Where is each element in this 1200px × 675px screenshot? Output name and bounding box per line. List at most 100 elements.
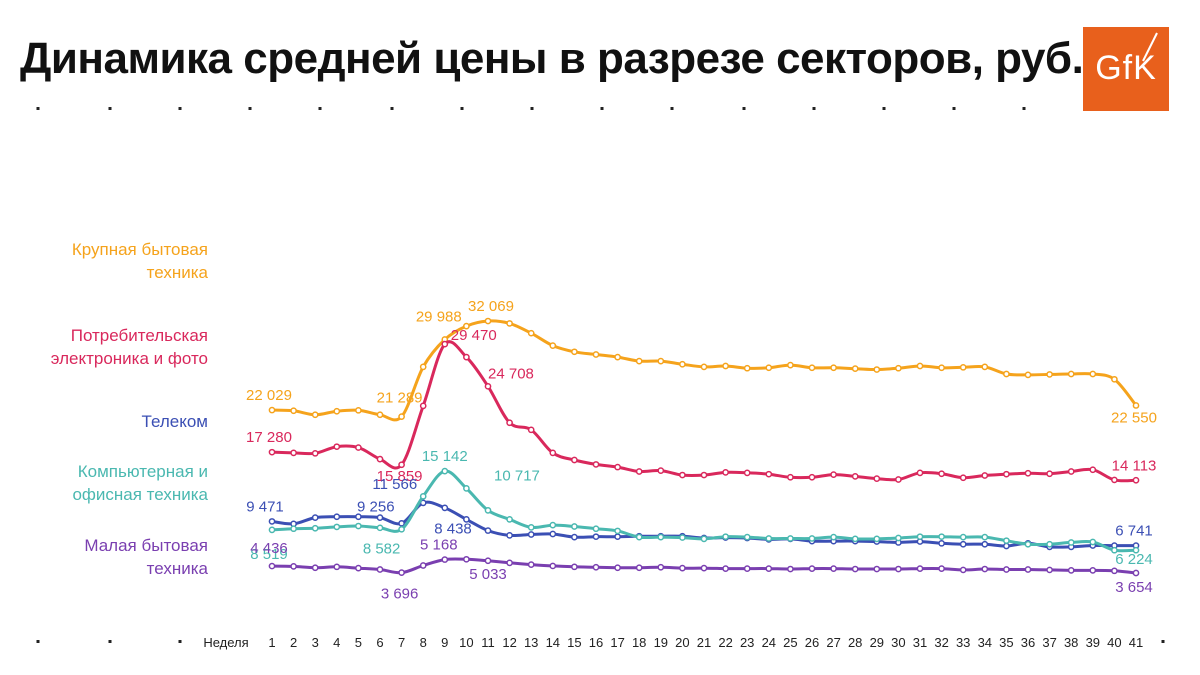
data-point [268, 406, 276, 414]
data-point [959, 474, 967, 482]
data-point [592, 351, 600, 358]
data-point [851, 535, 859, 543]
data-point [549, 521, 557, 529]
divider-dot [952, 107, 956, 110]
x-tick-label: 11 [481, 635, 495, 650]
x-tick-label: 6 [376, 635, 383, 650]
data-point [614, 527, 621, 535]
legend-label-line: Потребительская [70, 326, 208, 345]
data-point [830, 533, 837, 541]
data-point [549, 562, 557, 570]
legend-label-line: Крупная бытовая [71, 240, 208, 259]
data-point [527, 561, 535, 568]
data-point [484, 507, 492, 514]
data-point [549, 449, 557, 457]
data-point [1111, 546, 1118, 554]
data-point [311, 514, 319, 521]
data-point [398, 413, 405, 420]
data-point [700, 471, 708, 479]
x-tick-label: 3 [312, 635, 319, 650]
data-point [290, 449, 297, 457]
data-point [333, 513, 341, 521]
data-point [700, 363, 708, 371]
data-point [787, 535, 794, 542]
legend-computers-office: Компьютерная и офисная техника [72, 460, 208, 506]
data-point [635, 468, 643, 475]
data-point [463, 485, 470, 492]
data-point [1046, 470, 1053, 478]
x-tick-label: 29 [870, 635, 884, 650]
data-point [765, 364, 773, 372]
data-point [1132, 476, 1140, 484]
data-point [851, 365, 859, 373]
x-tick-label: 2 [290, 635, 297, 650]
data-point [527, 524, 535, 531]
data-point [268, 562, 276, 570]
data-point [722, 362, 729, 370]
x-tick-label: 33 [956, 635, 970, 650]
data-label: 8 582 [363, 540, 401, 557]
divider-dot [882, 107, 886, 110]
data-point [1089, 538, 1097, 546]
data-point [635, 533, 643, 541]
data-point [484, 527, 492, 534]
x-tick-label: 5 [355, 635, 362, 650]
data-point [376, 411, 384, 419]
data-point [592, 563, 600, 571]
data-label: 9 471 [246, 498, 284, 515]
data-point [635, 357, 643, 365]
data-point [355, 564, 362, 572]
page-title: Динамика средней цены в разрезе секторов… [20, 34, 1084, 83]
data-point [398, 519, 405, 527]
x-tick-label: 20 [675, 635, 689, 650]
x-tick-label: 9 [441, 635, 448, 650]
series-line [270, 340, 1138, 483]
data-point [592, 461, 600, 468]
data-point [614, 463, 621, 471]
data-point [1111, 567, 1118, 575]
x-tick-label: 39 [1086, 635, 1100, 650]
data-point [938, 539, 945, 547]
data-point [679, 534, 686, 541]
data-point [506, 559, 513, 567]
data-point [571, 348, 578, 356]
data-point [873, 565, 881, 573]
legend-label-line: Телеком [141, 412, 208, 431]
data-label: 3 654 [1115, 579, 1153, 596]
divider-dot [248, 107, 252, 110]
data-point [657, 533, 665, 541]
data-point [1003, 370, 1010, 378]
data-point [1089, 370, 1097, 378]
x-tick-label: 14 [546, 635, 560, 650]
data-point [700, 564, 708, 572]
x-tick-label: 38 [1064, 635, 1078, 650]
x-tick-label: 17 [610, 635, 624, 650]
data-point [1046, 540, 1053, 548]
data-point [355, 444, 362, 451]
data-label: 32 069 [468, 298, 514, 315]
data-point [333, 523, 341, 531]
data-point [355, 513, 362, 521]
data-point [808, 535, 816, 542]
data-point [981, 472, 989, 479]
x-tick-label: 37 [1042, 635, 1056, 650]
data-label: 21 289 [377, 390, 423, 407]
x-tick-label: 12 [502, 635, 516, 650]
data-point [355, 406, 362, 414]
data-point [1046, 371, 1053, 378]
data-point [1111, 375, 1118, 383]
data-point [419, 402, 427, 410]
x-tick-label: 30 [891, 635, 905, 650]
data-point [549, 342, 557, 349]
data-point [916, 469, 924, 477]
x-tick-label: 15 [567, 635, 581, 650]
data-point [571, 563, 578, 571]
data-point [527, 426, 535, 434]
data-label: 6 741 [1115, 523, 1153, 540]
data-point [981, 565, 989, 573]
legend-label-line: электроника и фото [50, 349, 208, 368]
data-point [938, 364, 945, 372]
data-point [787, 565, 794, 573]
data-point [765, 535, 773, 542]
data-point [484, 317, 492, 325]
